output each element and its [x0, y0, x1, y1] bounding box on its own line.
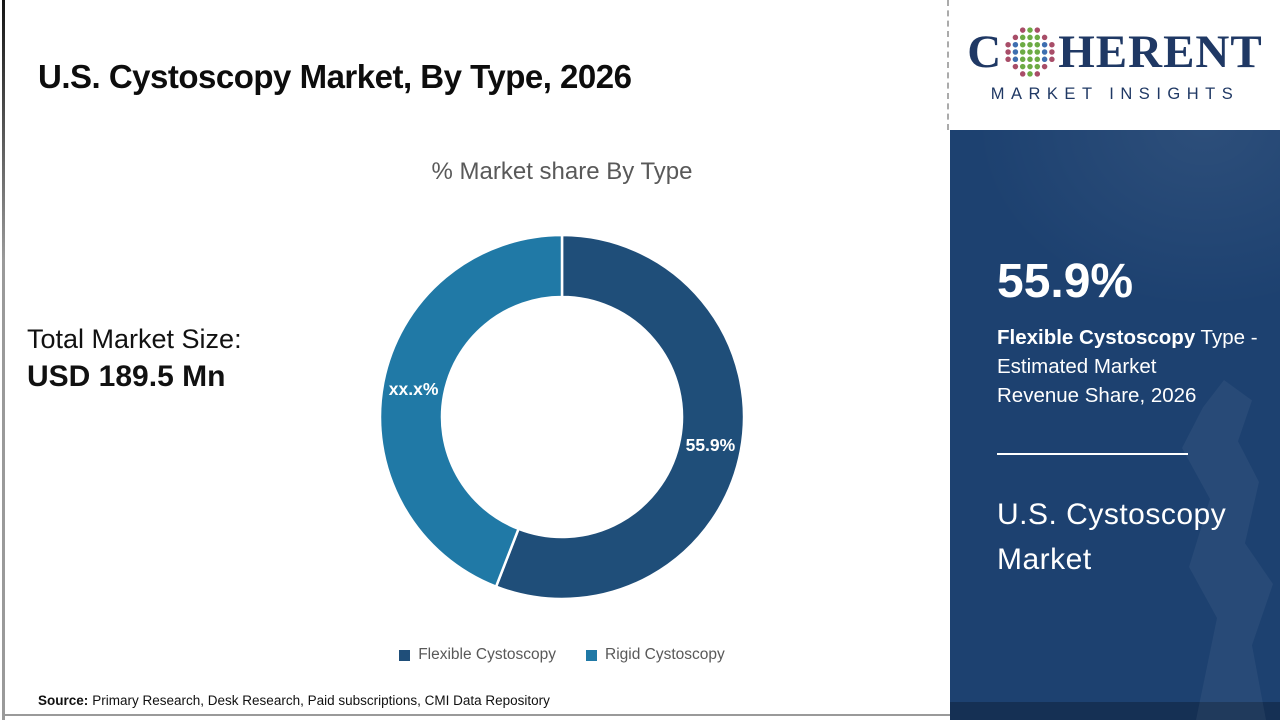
globe-dot [1027, 49, 1033, 55]
stat-desc-line2: Estimated Market [997, 355, 1157, 378]
logo-letters-rest: HERENT [1058, 25, 1263, 78]
bottom-rule [2, 714, 950, 716]
globe-dot [1012, 56, 1019, 63]
globe-dot [1012, 41, 1019, 48]
globe-dot [1049, 56, 1055, 63]
logo-letter-c: C [967, 25, 1003, 78]
legend-label-1: Flexible Cystoscopy [418, 646, 557, 663]
globe-dot [1034, 56, 1041, 63]
legend-swatch-1 [399, 649, 411, 661]
panel-bottom-shade [950, 702, 1280, 720]
globe-dot [1034, 49, 1041, 55]
legend-swatch-2 [586, 649, 598, 661]
total-market-label: Total Market Size: [27, 324, 242, 354]
globe-dot [1034, 34, 1041, 41]
source-text: Primary Research, Desk Research, Paid su… [92, 693, 550, 708]
legend-item-1: Flexible Cystoscopy [399, 646, 556, 664]
highlight-stat-desc: Flexible Cystoscopy Type - Estimated Mar… [997, 323, 1258, 410]
globe-dot [1020, 41, 1026, 48]
sidebar-panel: 55.9% Flexible Cystoscopy Type - Estimat… [950, 130, 1280, 720]
globe-icon [1005, 27, 1055, 77]
globe-dot [1049, 49, 1055, 55]
source-label: Source: [38, 693, 89, 708]
chart-legend: Flexible Cystoscopy Rigid Cystoscopy [300, 646, 824, 664]
globe-dot [1020, 49, 1026, 55]
page-title: U.S. Cystoscopy Market, By Type, 2026 [38, 58, 632, 96]
logo-subtitle: MARKET INSIGHTS [990, 85, 1240, 103]
globe-dot [1027, 27, 1033, 33]
globe-dot [1027, 71, 1033, 77]
globe-dot [1034, 63, 1041, 70]
panel-divider [997, 453, 1188, 455]
dashed-separator [947, 0, 949, 130]
left-border [2, 0, 5, 720]
globe-dot [1005, 56, 1012, 63]
chart-title: % Market share By Type [431, 158, 693, 185]
globe-dot [1042, 49, 1048, 55]
stat-desc-line3: Revenue Share, 2026 [997, 384, 1197, 407]
globe-dot [1012, 63, 1019, 70]
logo-wordmark: C HERENT [967, 26, 1262, 78]
source-line: Source: Primary Research, Desk Research, … [38, 693, 550, 708]
globe-dot [1042, 56, 1048, 63]
globe-dot [1042, 34, 1048, 41]
globe-dot [1042, 63, 1048, 70]
globe-dot [1034, 41, 1041, 48]
globe-dot [1005, 49, 1012, 55]
donut-slice-1 [494, 233, 746, 601]
total-market-value: USD 189.5 Mn [27, 360, 226, 393]
globe-dot [1012, 49, 1019, 55]
globe-dot [1020, 63, 1026, 70]
globe-dot [1020, 71, 1026, 77]
donut-slice-2 [378, 233, 564, 589]
slice-label-2: xx.x% [389, 379, 439, 399]
globe-dot [1005, 41, 1012, 48]
globe-dot [1020, 56, 1026, 63]
highlight-stat-value: 55.9% [997, 255, 1134, 308]
brand-logo: C HERENT MARKET INSIGHTS [950, 0, 1280, 130]
stat-desc-line1: Flexible Cystoscopy Type - [997, 326, 1258, 349]
globe-dot [1034, 27, 1041, 33]
legend-label-2: Rigid Cystoscopy [605, 646, 725, 663]
globe-dot [1020, 27, 1026, 33]
globe-dot [1049, 41, 1055, 48]
total-market-block: Total Market Size: USD 189.5 Mn [27, 324, 242, 394]
globe-dot [1020, 34, 1026, 41]
globe-dot [1034, 71, 1041, 77]
globe-dot [1012, 34, 1019, 41]
legend-item-2: Rigid Cystoscopy [586, 646, 725, 664]
globe-dot [1027, 41, 1033, 48]
globe-dot [1027, 56, 1033, 63]
globe-dot [1027, 34, 1033, 41]
panel-title: U.S. Cystoscopy Market [997, 498, 1227, 576]
globe-dot [1027, 63, 1033, 70]
globe-dot [1042, 41, 1048, 48]
donut-chart: 55.9% xx.x% [378, 233, 746, 601]
slice-label-1: 55.9% [686, 435, 736, 455]
